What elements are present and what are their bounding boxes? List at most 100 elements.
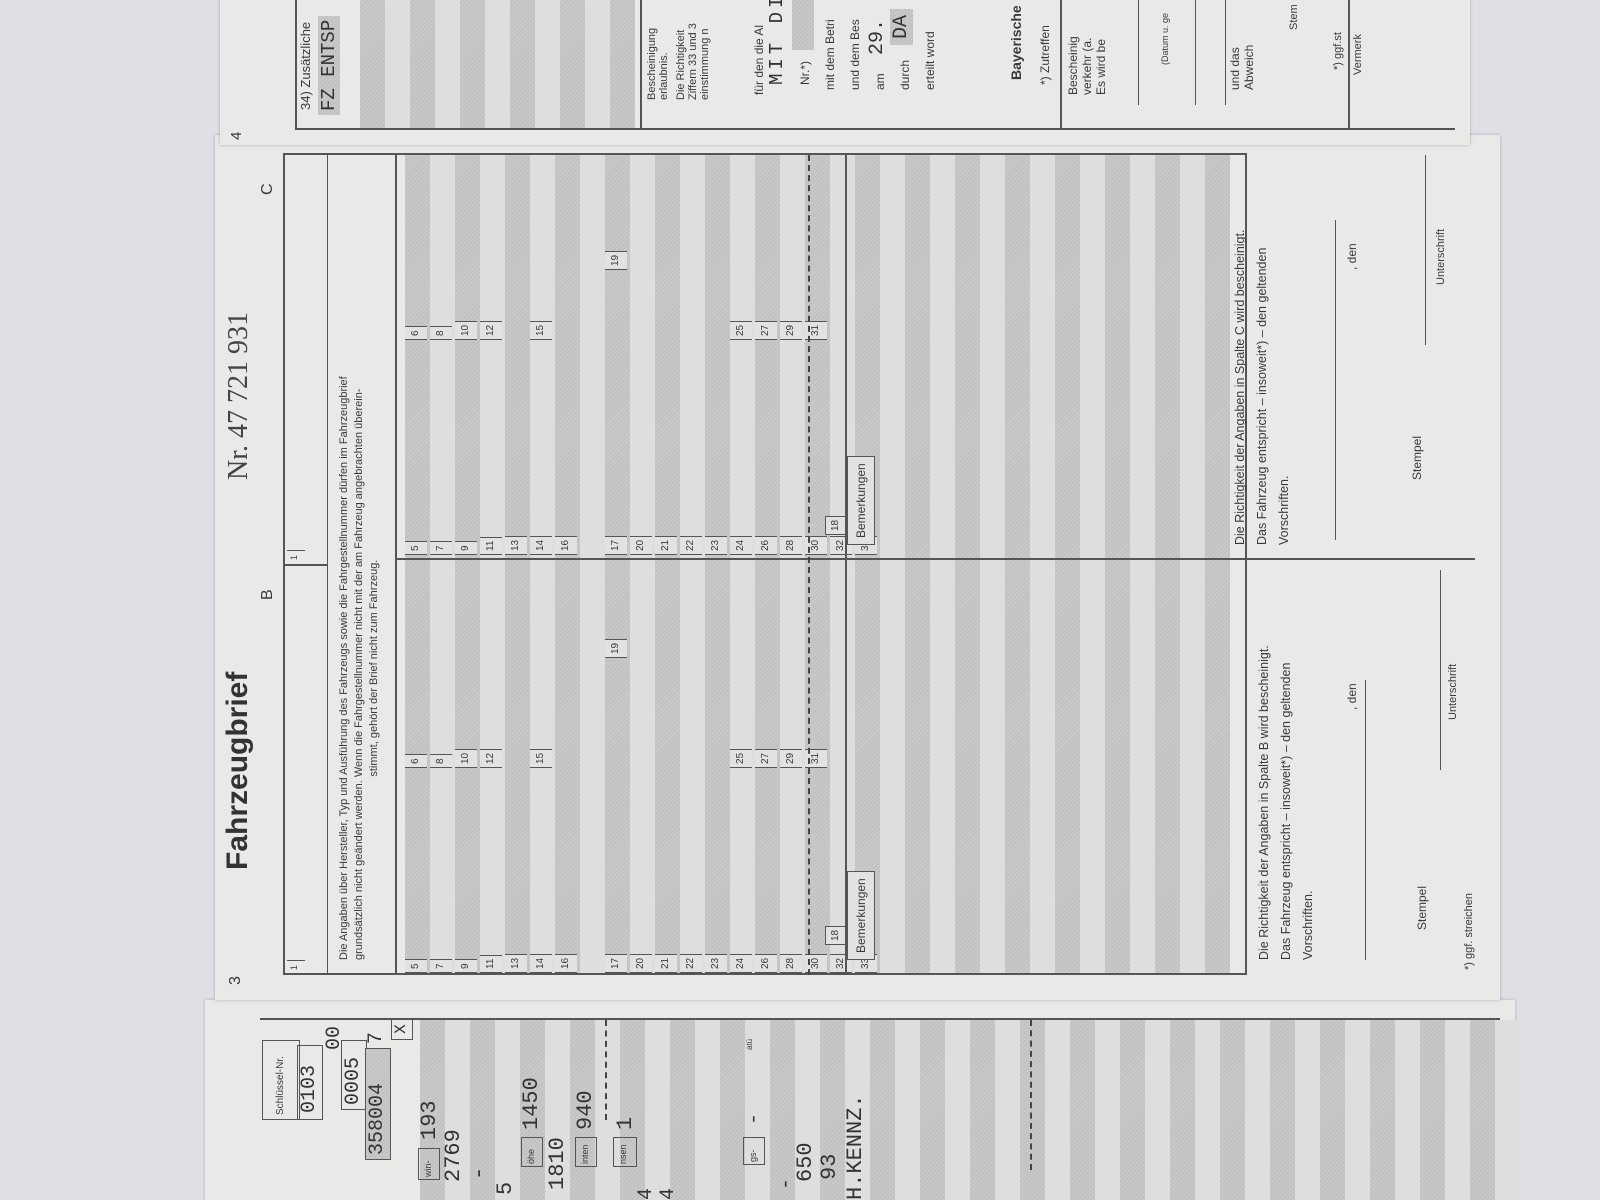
field-number: 28 (780, 953, 802, 973)
column-divider (1245, 558, 1475, 560)
nr-field (792, 0, 814, 50)
field-label: inten (575, 1137, 597, 1167)
row-stripe (1195, 1020, 1220, 1200)
field-number: 26 (755, 953, 777, 973)
row-stripe (505, 155, 530, 973)
row-stripe (1170, 1020, 1195, 1200)
strike-note: *) ggf.st (1332, 32, 1344, 70)
remarks-label-b: Bemerkungen (847, 871, 875, 960)
date-line (1225, 0, 1226, 105)
for-value: MIT DI (766, 0, 788, 85)
row-stripe (770, 1020, 795, 1200)
notice-text: Die Angaben über Hersteller, Typ und Aus… (337, 376, 382, 960)
field-number: 23 (705, 535, 727, 555)
stamp-label: Stem (1288, 4, 1300, 30)
field-value: 940 (573, 1090, 598, 1130)
frame-line (1348, 0, 1350, 130)
by-value: DA (890, 8, 913, 45)
field-number: 6 (405, 326, 427, 340)
row-stripe (1395, 1020, 1420, 1200)
field-value: - (467, 1166, 492, 1180)
field-number: 9 (455, 959, 477, 973)
row-stripe (1245, 1020, 1270, 1200)
row-stripe (1205, 155, 1230, 973)
field-number: 5 (405, 541, 427, 555)
key-number-label: Schlüssel-Nr. (262, 1040, 300, 1120)
row-stripe (610, 0, 635, 128)
row-stripe (1145, 1020, 1170, 1200)
field-number: 14 (530, 535, 552, 555)
row-stripe (455, 155, 480, 973)
and-label: und dem Bes (848, 19, 862, 90)
row-stripe (1180, 155, 1205, 973)
nr-label: Nr.*) (798, 61, 812, 85)
frame-line (1060, 0, 1062, 130)
row-stripe (895, 1020, 920, 1200)
field-number: 25 (730, 748, 752, 768)
row-stripe (1470, 1020, 1495, 1200)
footnote: *) ggf. streichen (1463, 892, 1475, 970)
row-stripe (1295, 1020, 1320, 1200)
row-stripe (1055, 155, 1080, 973)
date-place-label: (Datum u. ge (1160, 12, 1170, 65)
stamp-label: Stempel (1410, 435, 1424, 480)
field-number: 25 (730, 320, 752, 340)
key-value: 7 (365, 1031, 388, 1044)
row-stripe (495, 1020, 520, 1200)
date-label: , den (1345, 683, 1359, 710)
notice-line: stimmt, gehört der Brief nicht zum Fahrz… (368, 559, 380, 777)
row-stripe (1070, 1020, 1095, 1200)
field-label: öhe (521, 1137, 543, 1167)
row-stripe (1495, 1020, 1520, 1200)
row-stripe (620, 1020, 645, 1200)
signature-label: Unterschrift (1447, 663, 1459, 720)
field-number: 21 (655, 535, 677, 555)
row-stripe (630, 155, 655, 973)
signature-label: Unterschrift (1435, 228, 1447, 285)
field-number: 15 (530, 320, 552, 340)
field-value: 5 (493, 1181, 518, 1195)
row-stripe (1130, 155, 1155, 973)
row-stripe (855, 155, 880, 973)
row-stripe (480, 155, 505, 973)
place-date-line (1335, 220, 1336, 540)
row-stripe (1270, 1020, 1295, 1200)
remarks-line (845, 153, 847, 975)
notice-line: Die Angaben über Hersteller, Typ und Aus… (338, 376, 350, 960)
deviation-text: und das Abweich (1228, 44, 1256, 90)
field-number: 27 (755, 748, 777, 768)
row-stripe (705, 155, 730, 973)
dashed-separator (605, 1020, 607, 1120)
field-number: 17 (605, 535, 627, 555)
field-number: 11 (480, 954, 502, 973)
row-stripe (1045, 1020, 1070, 1200)
row-stripe (1220, 1020, 1245, 1200)
field-value: 4 (635, 1187, 658, 1200)
field-number: 28 (780, 535, 802, 555)
row-stripe (560, 0, 585, 128)
row-stripe (945, 1020, 970, 1200)
field-number: 10 (455, 320, 477, 340)
key-value: 0005 (341, 1040, 367, 1110)
row-stripe (460, 0, 485, 128)
date-label: am (873, 73, 887, 90)
by-label: durch (898, 59, 912, 90)
row-stripe (755, 155, 780, 973)
row-stripe (1080, 155, 1105, 973)
notice-line: grundsätzlich nicht geändert werden. Wen… (353, 388, 365, 961)
row-stripe (535, 0, 560, 128)
column-b-label: B (259, 589, 276, 600)
place-date-line (1365, 680, 1366, 960)
right-page: 4 34) Zusätzliche FZ ENTSP Bescheinigung… (220, 0, 1470, 145)
page-number: 3 (227, 976, 244, 985)
field-value: 1810 (545, 1137, 570, 1190)
row-stripe (655, 155, 680, 973)
row-stripe (780, 155, 805, 973)
field-18-c: 18 (825, 515, 847, 535)
field-value: 193 (417, 1100, 442, 1140)
field-number: 5 (405, 959, 427, 973)
field-number: 15 (530, 748, 552, 768)
row-stripe (720, 1020, 745, 1200)
field-number: 22 (680, 953, 702, 973)
field-number: 20 (630, 535, 652, 555)
